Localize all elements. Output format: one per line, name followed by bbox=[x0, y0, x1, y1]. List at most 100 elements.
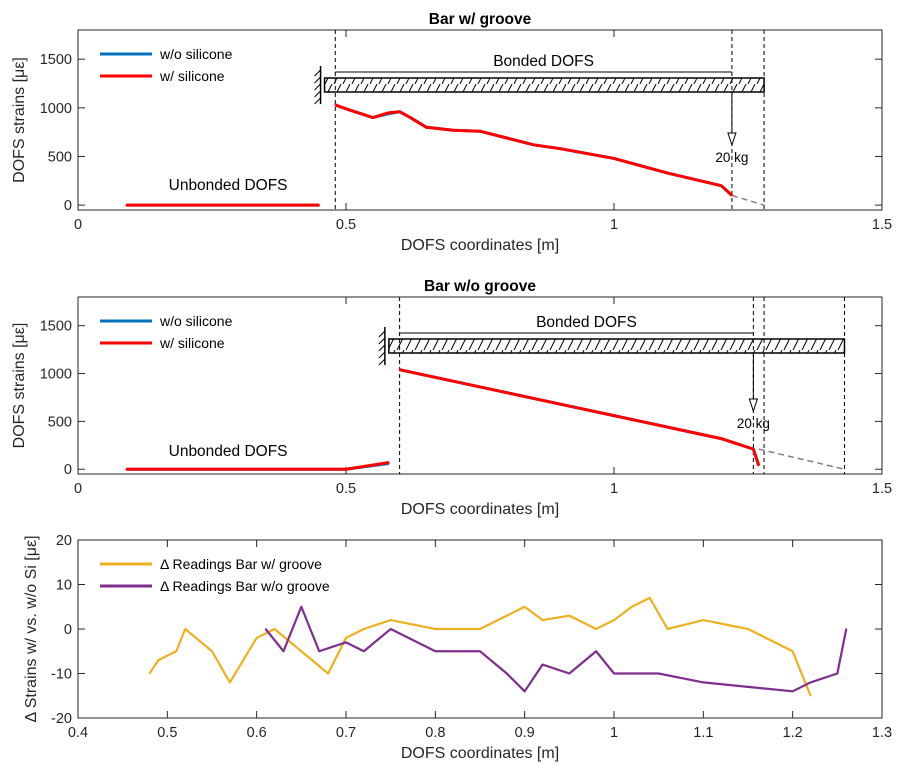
data-point bbox=[125, 204, 128, 206]
data-point bbox=[148, 672, 151, 675]
data-point bbox=[506, 391, 508, 394]
support-hatch bbox=[314, 69, 321, 77]
data-point bbox=[541, 663, 544, 666]
series-line-1 bbox=[334, 103, 733, 197]
data-point bbox=[157, 659, 160, 661]
data-point bbox=[720, 184, 722, 187]
y-tick-label: 500 bbox=[48, 414, 72, 430]
data-point bbox=[345, 468, 347, 471]
data-point bbox=[836, 672, 839, 675]
data-point bbox=[559, 403, 562, 405]
data-point bbox=[648, 597, 651, 599]
data-point bbox=[273, 628, 276, 630]
x-tick-label: 1.5 bbox=[872, 481, 892, 497]
x-tick-label: 0.9 bbox=[515, 725, 535, 741]
series-line-0 bbox=[148, 596, 812, 697]
data-point bbox=[747, 686, 749, 688]
data-point bbox=[479, 650, 481, 653]
data-point bbox=[345, 637, 347, 639]
data-point bbox=[345, 108, 347, 110]
data-point bbox=[434, 628, 437, 630]
data-point bbox=[613, 619, 615, 621]
x-tick-label: 0.7 bbox=[336, 725, 356, 741]
y-tick-label: -20 bbox=[51, 711, 72, 727]
data-point bbox=[300, 605, 303, 608]
y-tick-label: 1500 bbox=[40, 319, 72, 335]
y-tick-label: 10 bbox=[56, 578, 72, 594]
support-hatch bbox=[314, 83, 321, 91]
data-point bbox=[388, 111, 390, 114]
legend-label: Δ Readings Bar w/ groove bbox=[160, 556, 322, 572]
data-point bbox=[425, 126, 428, 129]
data-point bbox=[541, 619, 544, 621]
data-point bbox=[282, 650, 285, 653]
x-tick-label: 0.6 bbox=[247, 725, 267, 741]
plot-area bbox=[77, 29, 883, 211]
x-axis-label: DOFS coordinates [m] bbox=[401, 745, 559, 762]
support-hatch bbox=[314, 90, 321, 98]
chart-panel-bar-with-groove: Bar w/ groove 0 0.5 1 1.5 0 500 1000 1500 DOFS co… bbox=[11, 11, 892, 254]
data-point bbox=[125, 468, 128, 471]
data-point bbox=[327, 672, 329, 675]
data-point bbox=[506, 672, 508, 675]
data-point bbox=[752, 448, 755, 450]
legend-label: w/o silicone bbox=[159, 46, 233, 62]
x-tick-label: 1 bbox=[610, 481, 618, 497]
y-tick-label: 0 bbox=[64, 462, 72, 478]
data-point bbox=[613, 157, 615, 160]
x-tick-label: 0.5 bbox=[336, 217, 356, 233]
y-tick-label: 0 bbox=[64, 622, 72, 638]
data-point bbox=[523, 690, 526, 693]
series-line-1 bbox=[126, 461, 390, 471]
data-point bbox=[747, 628, 749, 630]
chart-panel-delta-readings: 0.4 0.5 0.6 0.7 0.8 0.9 1 1.1 1.2 1.3 -20 -10 0 10 20 D… bbox=[23, 533, 892, 762]
data-point bbox=[264, 628, 267, 630]
data-point bbox=[479, 130, 481, 132]
data-point bbox=[389, 619, 392, 621]
data-point bbox=[434, 650, 437, 653]
unbonded-dofs-label: Unbonded DOFS bbox=[169, 177, 288, 194]
data-point bbox=[791, 690, 794, 693]
data-point bbox=[318, 204, 321, 206]
data-point bbox=[318, 650, 321, 653]
y-tick-label: 1000 bbox=[40, 367, 72, 383]
data-point bbox=[731, 194, 733, 197]
data-point bbox=[657, 672, 660, 675]
load-arrow-head bbox=[748, 398, 759, 413]
data-point bbox=[595, 628, 597, 630]
data-point bbox=[506, 614, 508, 617]
data-point bbox=[211, 650, 213, 653]
x-tick-label: 0.8 bbox=[425, 725, 445, 741]
data-point bbox=[452, 380, 455, 382]
legend-label: w/o silicone bbox=[159, 313, 233, 329]
data-point bbox=[398, 368, 401, 371]
data-point bbox=[238, 204, 240, 206]
x-tick-label: 0 bbox=[74, 481, 82, 497]
data-point bbox=[409, 116, 412, 119]
y-axis-label: Δ Strains w/ vs. w/o Si [με] bbox=[23, 535, 40, 722]
data-point bbox=[255, 637, 258, 639]
y-axis-label: DOFS strains [με] bbox=[11, 57, 28, 183]
beam-schematic bbox=[323, 77, 765, 93]
data-point bbox=[568, 614, 571, 617]
x-tick-label: 1.3 bbox=[872, 725, 892, 741]
data-point bbox=[398, 110, 401, 113]
support-hatch bbox=[314, 76, 321, 84]
load-label: 20 kg bbox=[715, 150, 748, 165]
data-point bbox=[757, 464, 760, 467]
data-point bbox=[809, 694, 812, 697]
data-point bbox=[666, 426, 669, 428]
data-point bbox=[791, 650, 794, 653]
support-hatch bbox=[378, 358, 386, 366]
x-tick-label: 0.4 bbox=[68, 725, 88, 741]
legend-label: Δ Readings Bar w/o groove bbox=[160, 578, 330, 594]
data-point bbox=[229, 681, 231, 684]
data-point bbox=[300, 650, 303, 653]
data-point bbox=[184, 628, 186, 630]
data-point bbox=[363, 628, 365, 630]
y-axis-label: DOFS strains [με] bbox=[11, 323, 28, 449]
y-tick-label: 500 bbox=[48, 149, 72, 165]
data-point bbox=[388, 461, 390, 464]
bonded-dofs-label: Bonded DOFS bbox=[493, 53, 594, 70]
data-point bbox=[702, 681, 705, 684]
